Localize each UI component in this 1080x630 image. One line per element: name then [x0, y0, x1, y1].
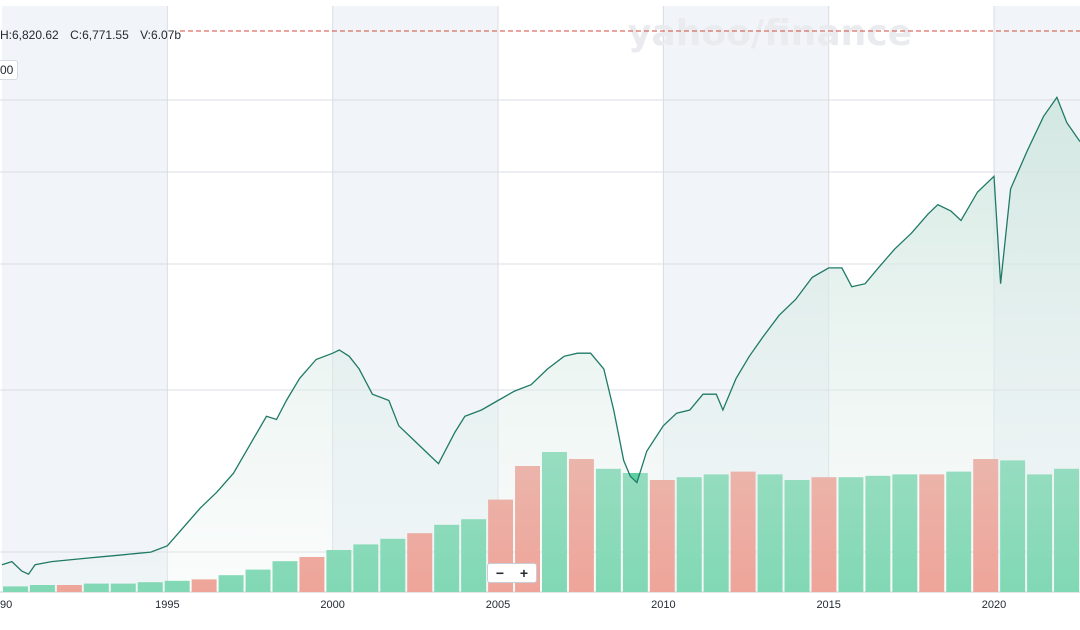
x-tick-label-5: 2015 — [816, 599, 840, 611]
zoom-in-button[interactable]: + — [519, 565, 529, 581]
x-tick-label-3: 2005 — [486, 599, 510, 611]
price-line — [1, 96, 1080, 576]
price-area-fill — [2, 97, 1080, 593]
y-axis-label-box: 00 — [0, 60, 19, 80]
x-tick-label-0: 90 — [0, 599, 12, 611]
x-tick-label-2: 2000 — [320, 599, 344, 611]
yahoo-finance-watermark: yahoo/finance — [628, 13, 912, 54]
high-value: H:6,820.62 — [0, 28, 59, 42]
x-tick-label-1: 1995 — [155, 599, 179, 611]
x-tick-label-4: 2010 — [651, 599, 675, 611]
x-axis-ticks: 90 1995 2000 2005 2010 2015 2020 — [0, 599, 1006, 611]
close-value: C:6,771.55 — [70, 28, 129, 42]
year-band-0 — [2, 6, 168, 592]
ohlc-readout: H:6,820.62 C:6,771.55 V:6.07b — [0, 28, 189, 42]
volume-value: V:6.07b — [140, 28, 182, 42]
zoom-out-button[interactable]: − — [495, 565, 505, 581]
y-axis-tick-label: 00 — [0, 63, 14, 77]
x-tick-label-6: 2020 — [982, 599, 1006, 611]
zoom-control: − + — [487, 563, 537, 583]
